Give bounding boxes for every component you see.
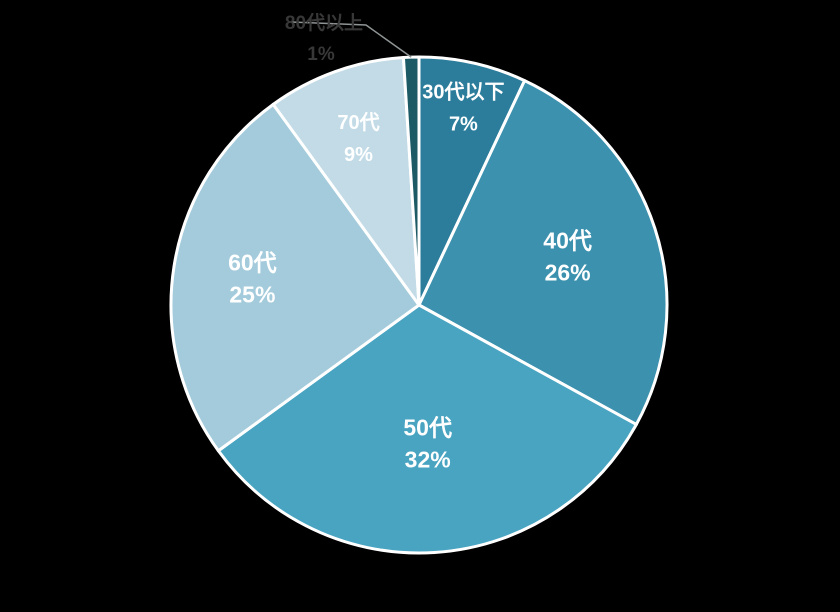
slice-value-40s: 26% — [545, 260, 591, 286]
slice-label-under-30s: 30代以下 — [422, 81, 504, 104]
slice-value-60s: 25% — [229, 282, 275, 308]
slice-label-40s: 40代 — [543, 228, 592, 254]
pie-slice-over-80s — [401, 55, 421, 307]
pie-slice-50s — [216, 303, 638, 555]
slice-label-70s: 70代 — [337, 111, 379, 134]
slice-label-50s: 50代 — [403, 415, 452, 441]
slice-value-70s: 9% — [344, 144, 373, 166]
leader-line-over-80s — [290, 21, 412, 58]
slice-value-50s: 32% — [405, 447, 451, 473]
pie-slice-60s — [169, 102, 421, 453]
pie-slice-70s — [271, 55, 421, 307]
pie-slice-under-30s — [417, 55, 527, 307]
slice-label-over-80s: 80代以上 — [285, 12, 363, 34]
slice-value-over-80s: 1% — [307, 44, 335, 65]
slice-label-60s: 60代 — [228, 250, 277, 276]
slice-value-under-30s: 7% — [449, 114, 478, 136]
